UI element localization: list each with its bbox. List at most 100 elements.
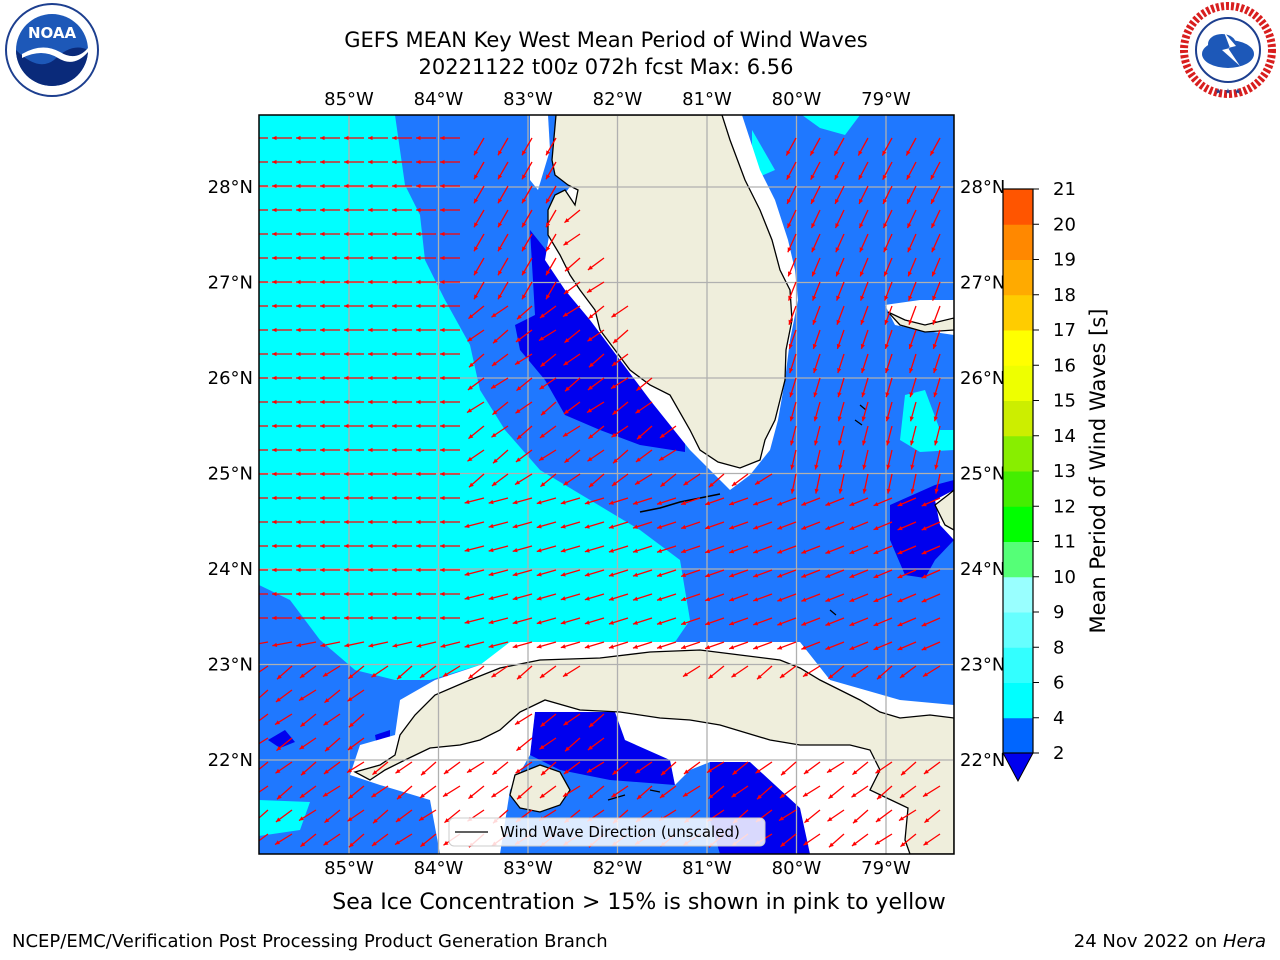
wave-direction-arrow [909, 401, 917, 422]
wave-direction-arrow [344, 591, 364, 597]
wave-direction-arrow [836, 329, 845, 350]
wave-direction-arrow [368, 423, 388, 429]
wave-direction-arrow [464, 521, 485, 528]
wave-direction-arrow [852, 761, 869, 776]
wave-direction-arrow [320, 591, 340, 597]
wave-direction-arrow [930, 185, 941, 205]
wave-direction-arrow [564, 257, 581, 272]
wave-direction-arrow [320, 399, 340, 405]
wave-direction-arrow [259, 281, 268, 283]
wave-direction-arrow [392, 399, 412, 405]
wave-direction-arrow [488, 521, 509, 529]
wave-direction-arrow [612, 761, 629, 776]
lat-label-right: 24°N [960, 559, 1005, 580]
wave-direction-arrow [660, 761, 677, 776]
wave-direction-arrow [488, 641, 509, 649]
wave-direction-arrow [611, 353, 629, 367]
wave-direction-arrow [320, 303, 340, 309]
wave-direction-arrow [873, 497, 893, 507]
wave-direction-arrow [859, 233, 869, 253]
wave-direction-arrow [368, 279, 388, 285]
wave-direction-arrow [825, 641, 845, 650]
wave-direction-arrow [275, 809, 293, 823]
wave-direction-arrow [468, 665, 485, 680]
wave-direction-arrow [536, 569, 557, 577]
wave-direction-arrow [706, 761, 725, 774]
lat-label-left: 25°N [208, 464, 253, 485]
wave-direction-arrow [897, 497, 917, 507]
wave-direction-arrow [416, 495, 436, 501]
wave-direction-arrow [788, 305, 797, 325]
wave-direction-arrow [466, 761, 485, 774]
wave-direction-arrow [488, 617, 509, 625]
wave-direction-arrow [929, 137, 941, 156]
wave-direction-arrow [296, 183, 316, 189]
wave-direction-arrow [512, 617, 533, 625]
wave-direction-arrow [259, 257, 268, 259]
wave-direction-arrow [394, 833, 413, 846]
colorbar-segment [1003, 541, 1033, 578]
wave-direction-arrow [516, 305, 533, 320]
wave-direction-arrow [492, 449, 509, 464]
wave-direction-arrow [540, 353, 557, 368]
wave-direction-arrow [259, 401, 268, 403]
wave-direction-arrow [521, 137, 533, 156]
wave-direction-arrow [274, 713, 293, 726]
wave-direction-arrow [512, 593, 533, 601]
wave-direction-arrow [860, 329, 869, 350]
wave-direction-arrow [704, 641, 725, 650]
wave-direction-arrow [416, 279, 436, 285]
wave-direction-arrow [931, 257, 941, 277]
wave-direction-arrow [632, 545, 653, 553]
wave-direction-arrow [344, 615, 364, 621]
noaa-logo-icon: NOAA [5, 3, 99, 97]
colorbar-segment [1003, 506, 1033, 542]
wave-direction-arrow [632, 593, 653, 601]
wave-direction-arrow [473, 233, 485, 252]
wave-direction-arrow [930, 161, 941, 181]
wave-direction-arrow [512, 497, 533, 505]
wave-direction-arrow [922, 785, 941, 798]
wave-direction-arrow [497, 137, 509, 156]
wave-direction-arrow [344, 327, 364, 333]
wave-direction-arrow [608, 617, 629, 625]
wave-direction-arrow [728, 617, 749, 626]
wave-direction-arrow [491, 353, 509, 367]
wave-direction-arrow [885, 353, 893, 374]
wave-direction-arrow [632, 569, 653, 577]
wave-direction-arrow [259, 233, 268, 235]
wave-direction-arrow [296, 135, 316, 141]
wave-direction-arrow [873, 569, 893, 579]
wave-direction-arrow [320, 615, 340, 621]
lon-label-bottom: 83°W [503, 858, 553, 879]
wave-direction-arrow [563, 401, 581, 415]
wave-direction-arrow [344, 423, 364, 429]
wave-direction-arrow [680, 569, 701, 578]
wave-direction-arrow [728, 497, 749, 506]
wave-direction-arrow [324, 809, 341, 824]
wave-direction-arrow [588, 785, 605, 800]
wave-direction-arrow [564, 209, 581, 224]
lat-label-right: 22°N [960, 750, 1005, 771]
wave-direction-arrow [440, 641, 461, 648]
wave-direction-arrow [512, 641, 533, 649]
wave-direction-arrow [416, 641, 437, 648]
wave-direction-arrow [753, 521, 773, 530]
wave-direction-arrow [259, 809, 269, 819]
wave-direction-arrow [492, 761, 509, 776]
wave-direction-arrow [778, 809, 797, 822]
wave-direction-arrow [921, 641, 941, 651]
wave-direction-arrow [440, 159, 460, 165]
colorbar-segment [1003, 224, 1033, 260]
wave-direction-arrow [564, 377, 581, 392]
wave-direction-arrow [320, 207, 340, 213]
wave-direction-arrow [467, 449, 485, 462]
wave-direction-arrow [344, 495, 364, 501]
wave-direction-arrow [320, 471, 340, 477]
wave-direction-arrow [516, 425, 533, 440]
wave-direction-arrow [521, 281, 533, 300]
wave-direction-arrow [296, 231, 316, 237]
wave-direction-arrow [788, 281, 797, 301]
wave-direction-arrow [777, 641, 797, 650]
wave-direction-arrow [392, 327, 412, 333]
